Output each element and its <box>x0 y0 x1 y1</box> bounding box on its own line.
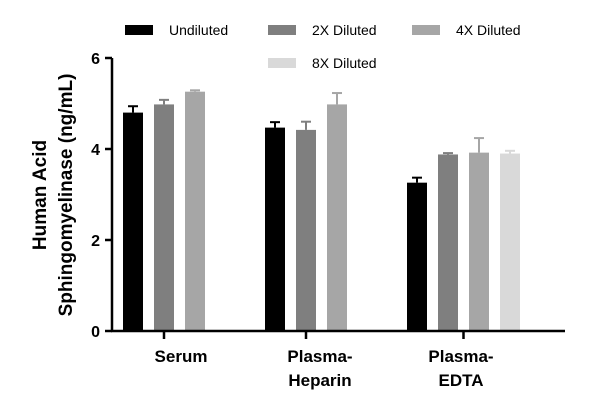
bar-2-3 <box>327 104 347 331</box>
legend-label-1: Undiluted <box>169 22 228 38</box>
category-labels: Serum Plasma- Heparin Plasma- EDTA <box>155 331 494 390</box>
bar-3-3 <box>469 152 489 331</box>
category-label-2-line-1: Plasma- <box>287 347 352 366</box>
y-axis-title-line-1: Human Acid <box>30 140 51 250</box>
axes: 0 2 4 6 <box>91 51 565 341</box>
legend-label-4: 8X Diluted <box>312 55 377 71</box>
legend-swatch-2 <box>268 25 296 35</box>
legend-swatch-3 <box>412 25 440 35</box>
bar-2-1 <box>265 127 285 332</box>
legend-label-2: 2X Diluted <box>312 22 377 38</box>
category-label-1-line-1: Serum <box>155 347 208 366</box>
legend-swatch-1 <box>125 25 153 35</box>
bar-1-3 <box>185 91 205 331</box>
y-tick-label-2: 2 <box>91 233 100 250</box>
category-label-2-line-2: Heparin <box>288 371 351 390</box>
bar-1-1 <box>123 112 143 331</box>
legend-swatch-4 <box>268 58 296 68</box>
y-axis-title-line-2: Sphingomyelinase (ng/mL) <box>56 74 77 317</box>
category-label-3-line-2: EDTA <box>438 371 483 390</box>
bar-1-2 <box>154 104 174 331</box>
legend: Undiluted 2X Diluted 4X Diluted 8X Diluted <box>125 22 521 71</box>
legend-label-3: 4X Diluted <box>456 22 521 38</box>
y-axis-title: Human Acid Sphingomyelinase (ng/mL) <box>30 74 77 317</box>
category-label-3-line-1: Plasma- <box>428 347 493 366</box>
y-tick-label-3: 4 <box>91 142 100 159</box>
bar-3-1 <box>407 182 427 331</box>
bars <box>123 89 520 332</box>
y-tick-label-1: 0 <box>91 324 100 341</box>
y-tick-label-4: 6 <box>91 51 100 68</box>
bar-2-2 <box>296 129 316 331</box>
bar-3-2 <box>438 154 458 331</box>
bar-3-4 <box>500 153 520 331</box>
